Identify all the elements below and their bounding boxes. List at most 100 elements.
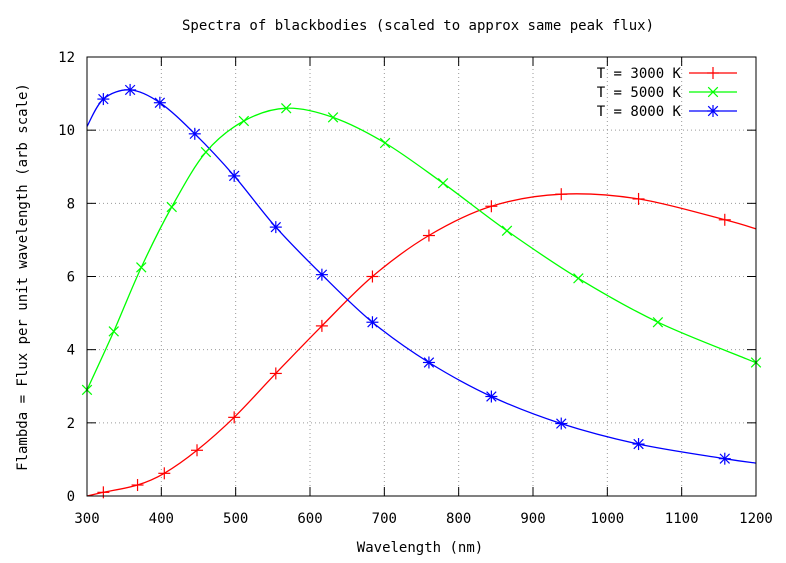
y-tick-label: 12 [58, 50, 75, 66]
series-3-point-stroke [124, 84, 136, 96]
series-markers [81, 83, 762, 499]
series-2-point [437, 177, 449, 189]
y-tick-label: 0 [67, 489, 75, 505]
x-tick-label: 900 [520, 511, 545, 527]
series-2-point [573, 273, 584, 284]
x-tick-label: 1000 [590, 511, 624, 527]
series-1-point [718, 213, 731, 226]
legend: T = 3000 K T = 5000 K T = 8000 K [597, 66, 737, 120]
series-2-point [652, 317, 664, 328]
chart-title: Spectra of blackbodies (scaled to approx… [182, 18, 654, 34]
x-tick-label: 800 [446, 511, 471, 527]
series-3-point-stroke [154, 97, 166, 108]
legend-label-3: T = 8000 K [597, 104, 682, 120]
series-3-point [366, 316, 379, 329]
series-3-point [97, 93, 110, 106]
axis-ticks [86, 56, 757, 497]
legend-marker-3 [707, 105, 719, 117]
legend-marker-1 [707, 67, 719, 79]
series-3-point [269, 221, 282, 234]
y-axis-label: Flambda = Flux per unit wavelength (arb … [15, 83, 31, 471]
series-2-point [166, 201, 177, 213]
x-axis-label: Wavelength (nm) [357, 540, 483, 556]
series-3-point [485, 390, 498, 403]
y-tick-label: 6 [67, 270, 75, 286]
series-1-point [228, 411, 241, 424]
legend-marker-2 [707, 86, 719, 98]
series-2-point [136, 262, 147, 273]
legend-marker-2-stroke [707, 86, 719, 98]
series-2-point-stroke [238, 115, 250, 127]
series-1-point [131, 479, 144, 492]
series-3-point-stroke [486, 391, 497, 402]
series-1-point [315, 319, 328, 332]
series-3-point-stroke [719, 453, 731, 464]
series-2-point-stroke [652, 317, 664, 328]
x-tick-label: 700 [372, 511, 397, 527]
series-2-point [501, 225, 513, 236]
series-2-point [200, 146, 212, 158]
series-3-point-stroke [423, 357, 435, 368]
series-2-point-stroke [166, 201, 177, 213]
series-1-point [422, 229, 435, 242]
series-1-point [97, 486, 110, 499]
series-2-point-stroke [280, 102, 292, 114]
series-3-point-stroke [633, 438, 644, 450]
series-3-point [718, 452, 731, 465]
series-2-point [327, 112, 339, 123]
y-tick-label: 4 [67, 343, 75, 359]
series-3-point [315, 268, 328, 281]
series-1-point [632, 192, 645, 205]
series-3-point-stroke [270, 221, 282, 233]
series-3-point-stroke [316, 269, 328, 280]
series-3-point-stroke [228, 170, 240, 182]
series-3-point-stroke [98, 93, 109, 105]
series-3-point-stroke [189, 128, 201, 140]
series-1-point [366, 270, 379, 283]
series-line-1 [86, 193, 757, 497]
x-tick-label: 1200 [739, 511, 773, 527]
series-2-point [379, 137, 391, 149]
series-1-point [485, 200, 498, 213]
series-line-2 [86, 107, 758, 391]
series-1-point [555, 188, 568, 201]
y-tick-label: 2 [67, 416, 75, 432]
series-2-point-stroke [437, 177, 449, 189]
x-tick-label: 400 [149, 511, 174, 527]
series-3-point [422, 356, 435, 369]
x-tick-label: 300 [74, 511, 99, 527]
legend-marker-3-stroke [707, 105, 719, 117]
series-1-point [191, 444, 204, 457]
series-line-3 [86, 89, 757, 464]
series-3-point [188, 127, 201, 140]
series-2-point-stroke [200, 146, 212, 158]
series-3-point [632, 438, 645, 451]
series-2-point-stroke [501, 225, 513, 236]
series-2-point-stroke [573, 273, 584, 284]
series-3-point-stroke [367, 317, 378, 328]
series-3-point-stroke [556, 418, 567, 429]
series-2-point [238, 115, 250, 127]
series-1-point [158, 467, 171, 480]
legend-label-2: T = 5000 K [597, 85, 682, 101]
series-3-point [153, 96, 166, 109]
grid [87, 57, 756, 496]
series-2-point [108, 326, 119, 337]
series-2-point-stroke [379, 137, 391, 149]
x-tick-label: 1100 [665, 511, 699, 527]
series-3-point [555, 417, 568, 430]
x-tick-label: 500 [223, 511, 248, 527]
series-2-point [280, 102, 292, 114]
series-lines [86, 89, 758, 497]
legend-label-1: T = 3000 K [597, 66, 682, 82]
x-tick-label: 600 [297, 511, 322, 527]
series-2-point-stroke [327, 112, 339, 123]
y-tick-label: 8 [67, 196, 75, 212]
series-2-point-stroke [108, 326, 119, 337]
y-tick-label: 10 [58, 123, 75, 139]
tick-labels: 300 400 500 600 700 800 900 1000 1100 1200 0 2 4 6 8 10… [58, 50, 773, 527]
series-3-point [124, 83, 137, 96]
series-2-point-stroke [136, 262, 147, 273]
series-3-point [228, 169, 241, 182]
